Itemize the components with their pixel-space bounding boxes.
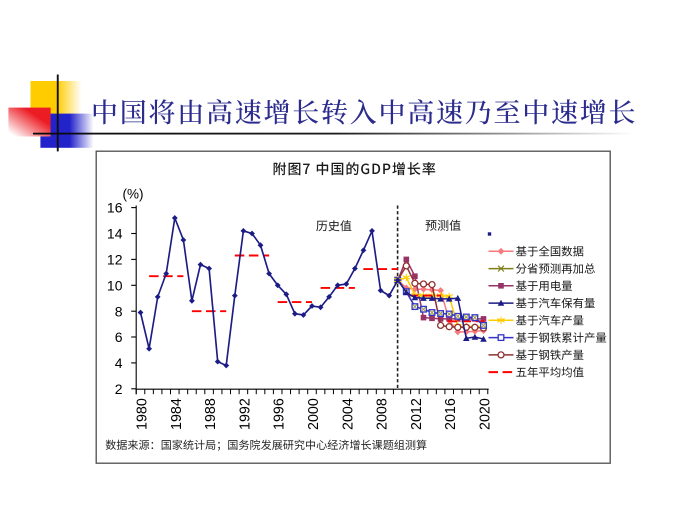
svg-text:10: 10: [107, 277, 123, 293]
svg-text:6: 6: [115, 329, 123, 345]
svg-text:14: 14: [107, 226, 123, 242]
svg-text:2000: 2000: [306, 398, 322, 430]
svg-text:4: 4: [115, 355, 123, 371]
svg-text:1992: 1992: [237, 398, 253, 430]
svg-text:1980: 1980: [135, 398, 151, 430]
svg-text:2016: 2016: [443, 398, 459, 430]
svg-text:2020: 2020: [478, 398, 494, 430]
svg-text:1988: 1988: [203, 398, 219, 430]
svg-text:(%): (%): [123, 187, 144, 202]
svg-text:16: 16: [107, 200, 123, 216]
svg-text:8: 8: [115, 303, 123, 319]
svg-text:2: 2: [115, 381, 123, 397]
svg-text:2008: 2008: [375, 398, 391, 430]
svg-text:12: 12: [107, 252, 123, 268]
svg-text:2004: 2004: [340, 398, 356, 430]
svg-text:1984: 1984: [169, 398, 185, 430]
svg-text:2012: 2012: [409, 398, 425, 430]
svg-text:1996: 1996: [272, 398, 288, 430]
